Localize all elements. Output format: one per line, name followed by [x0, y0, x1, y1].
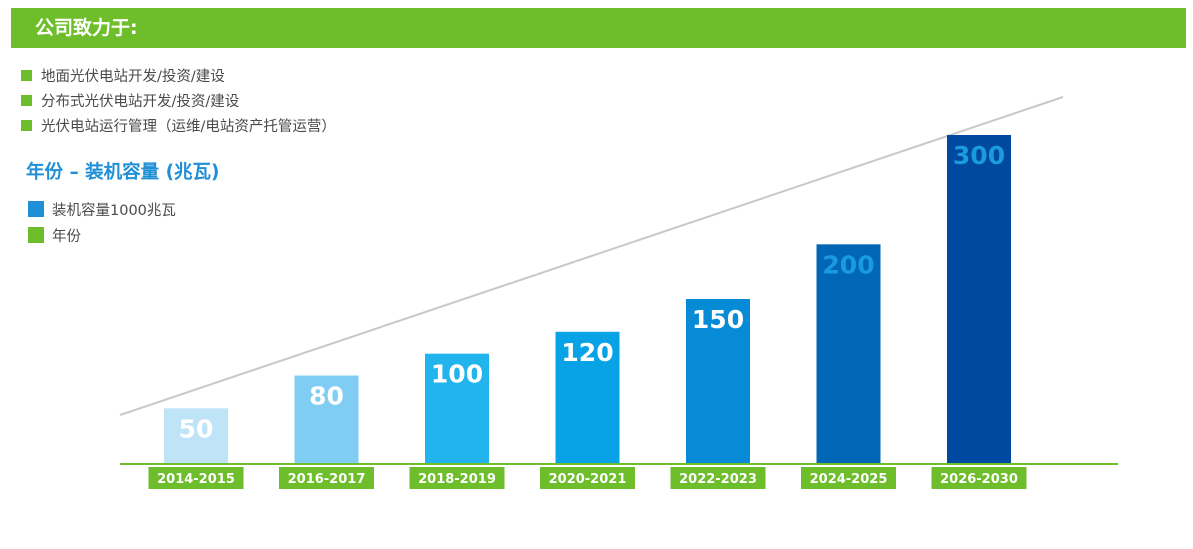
legend-swatch-blue [28, 201, 44, 217]
legend-swatch-green [28, 227, 44, 243]
x-tick-label-box [279, 467, 374, 489]
bullet-item: 分布式光伏电站开发/投资/建设 [21, 88, 336, 112]
data-label: 200 [822, 250, 874, 279]
data-label: 300 [953, 141, 1005, 170]
header-bar: 公司致力于: [11, 8, 1186, 48]
x-tick-label: 2024-2025 [810, 472, 888, 487]
header-title: 公司致力于: [35, 17, 138, 39]
legend-label: 装机容量1000兆瓦 [52, 202, 176, 219]
bullet-text: 地面光伏电站开发/投资/建设 [41, 68, 225, 85]
x-tick-label-box [670, 467, 766, 489]
bullet-square-icon [21, 94, 32, 106]
data-label: 50 [179, 414, 214, 443]
x-tick-label: 2018-2019 [418, 472, 496, 487]
bullet-list: 地面光伏电站开发/投资/建设 分布式光伏电站开发/投资/建设 光伏电站运行管理（… [21, 63, 336, 138]
data-label: 120 [561, 338, 613, 367]
trend-line [119, 96, 1064, 416]
data-label: 80 [309, 382, 344, 411]
data-label: 150 [692, 305, 744, 334]
bullet-square-icon [21, 119, 32, 131]
chart-legend: 装机容量1000兆瓦 年份 [28, 197, 176, 249]
legend-item-year: 年份 [28, 223, 176, 247]
bar [686, 299, 750, 463]
bullet-square-icon [21, 69, 32, 81]
bullet-item: 地面光伏电站开发/投资/建设 [21, 63, 336, 87]
data-label: 100 [431, 360, 483, 389]
bar [947, 135, 1011, 463]
bar [816, 244, 881, 463]
bar [164, 408, 228, 463]
bar [425, 353, 489, 463]
x-tick-label: 2014-2015 [157, 472, 235, 487]
x-tick-label-box [801, 467, 896, 489]
x-tick-label-box [931, 467, 1027, 489]
x-tick-label: 2022-2023 [679, 472, 757, 487]
x-tick-label: 2026-2030 [940, 472, 1018, 487]
bar [294, 375, 359, 463]
x-tick-label-box [409, 467, 505, 489]
chart-title: 年份 – 装机容量 (兆瓦) [26, 162, 220, 183]
bar [555, 331, 620, 463]
legend-item-capacity: 装机容量1000兆瓦 [28, 197, 176, 221]
bullet-text: 光伏电站运行管理（运维/电站资产托管运营） [41, 118, 336, 135]
legend-label: 年份 [52, 228, 81, 245]
x-tick-label: 2020-2021 [549, 472, 627, 487]
x-tick-label-box [540, 467, 635, 489]
x-tick-label-box [148, 467, 244, 489]
x-tick-label: 2016-2017 [288, 472, 366, 487]
bullet-item: 光伏电站运行管理（运维/电站资产托管运营） [21, 113, 336, 137]
bullet-text: 分布式光伏电站开发/投资/建设 [41, 93, 240, 110]
